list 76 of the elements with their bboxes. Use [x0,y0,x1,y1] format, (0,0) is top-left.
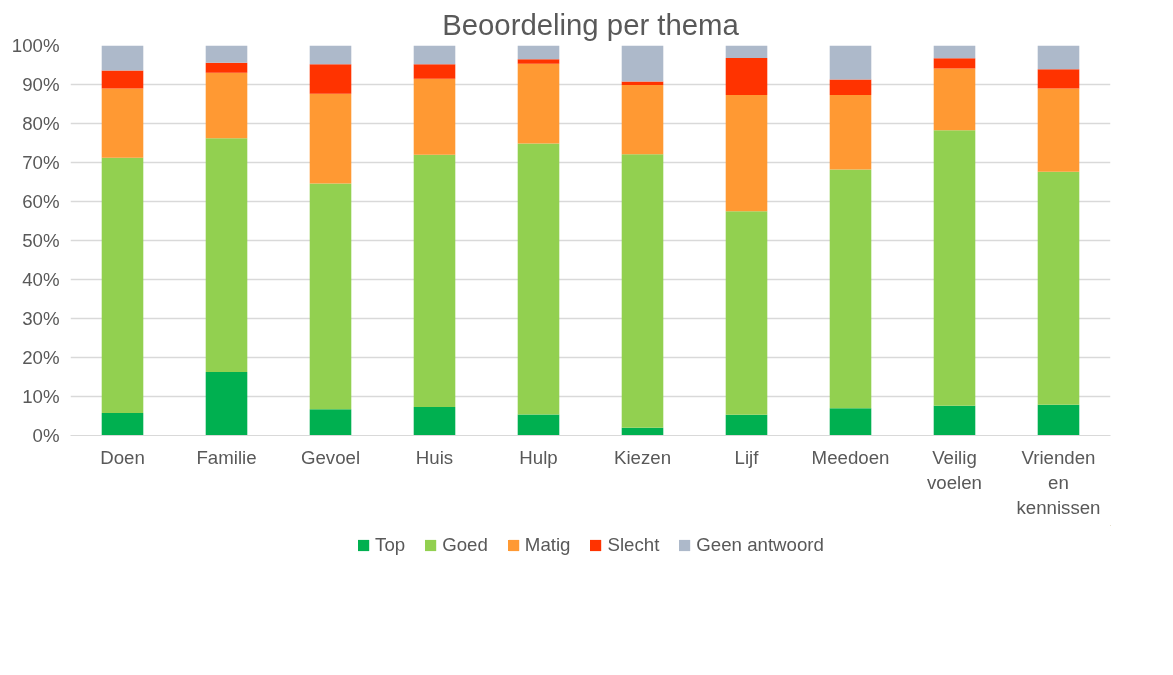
bar [517,414,560,436]
bar [933,68,976,131]
x-tick-label: Hulp [519,446,558,468]
bar [621,154,664,428]
bar [725,57,768,96]
y-tick-label: 90% [22,74,60,95]
bar [1037,88,1080,172]
bar [1037,45,1080,70]
bar [725,45,768,58]
bar [205,45,248,63]
bar [829,169,872,409]
x-tick-label: Veilig voelen [927,446,982,493]
bar [309,64,352,94]
bar [933,58,976,69]
x-tick-label: Familie [196,446,257,468]
bar [621,81,664,85]
x-tick-label: Doen [100,446,145,468]
bar [829,79,872,96]
legend-label: Geen antwoord [696,534,824,556]
bar [725,95,768,212]
bar [205,371,248,436]
y-tick-label: 0% [32,425,60,446]
bar [1037,69,1080,89]
bar [725,211,768,415]
bar [621,45,664,82]
y-tick-label: 20% [22,347,60,368]
bar [101,70,144,89]
bar [205,72,248,139]
bar [829,408,872,436]
x-tick-label: Meedoen [811,446,890,468]
legend-label: Slecht [607,534,660,556]
bar [413,154,456,408]
x-tick-label: Vrienden en kennissen [1016,446,1101,518]
bar [309,409,352,436]
bar [309,45,352,65]
bar [101,157,144,413]
bar [1037,404,1080,436]
y-tick-label: 100% [11,35,60,56]
bar [725,414,768,436]
y-tick-label: 30% [22,308,60,329]
bar [517,63,560,144]
bar [101,45,144,71]
bar [413,64,456,79]
x-tick-label: Huis [415,446,454,468]
bar [829,45,872,80]
bar [413,45,456,65]
bar [309,93,352,184]
y-tick-label: 80% [22,113,60,134]
bar [309,183,352,410]
bar [933,45,976,59]
bar [621,84,664,155]
bar [933,130,976,406]
bar [1037,171,1080,405]
y-tick-label: 10% [22,386,60,407]
bar [933,405,976,436]
bar [101,88,144,158]
y-tick-label: 50% [22,230,60,251]
legend-label: Matig [524,534,571,556]
bar [205,138,248,372]
y-tick-label: 70% [22,152,60,173]
bar [517,45,560,60]
x-tick-label: Lijf [734,446,760,468]
legend-label: Goed [442,534,488,556]
legend-label: Top [375,534,406,556]
y-tick-label: 60% [22,191,60,212]
bar [517,143,560,415]
y-tick-label: 40% [22,269,60,290]
x-tick-label: Gevoel [300,446,361,468]
bar [829,95,872,170]
bar [517,59,560,64]
x-tick-label: Kiezen [613,446,672,468]
bar [101,412,144,436]
bar [413,407,456,436]
bar [205,62,248,73]
chart-title: Beoordeling per thema [442,7,740,41]
bar [413,78,456,155]
